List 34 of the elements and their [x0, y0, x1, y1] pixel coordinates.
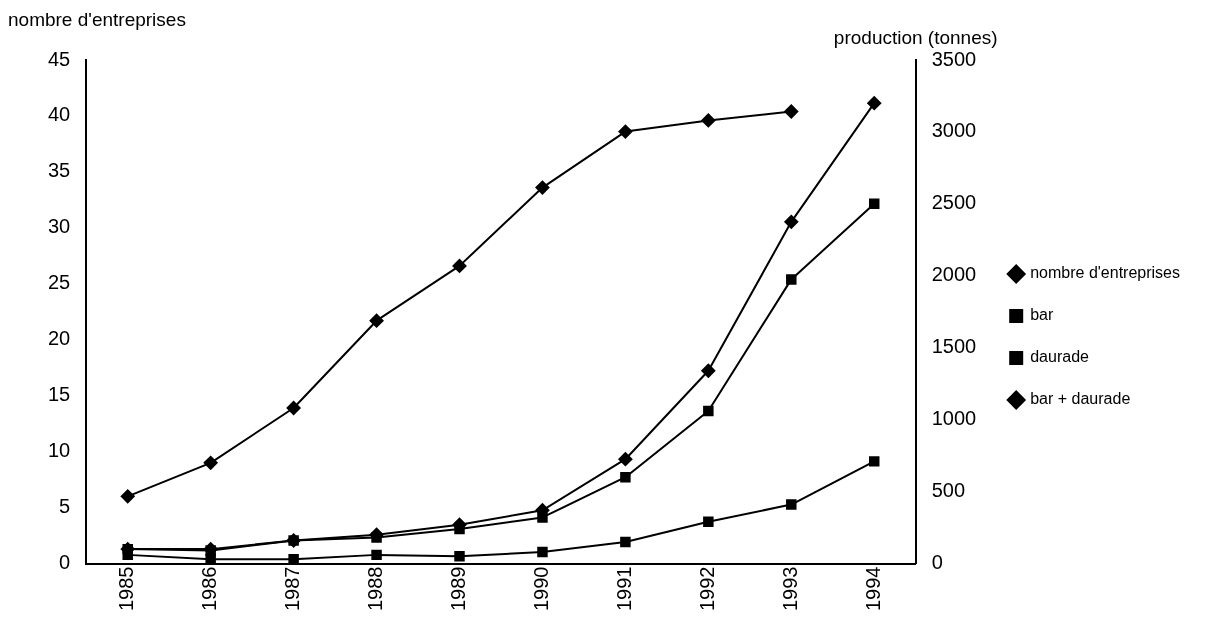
y-tick-label: 25	[48, 271, 71, 294]
legend-label: nombre d'entreprises	[1030, 264, 1180, 282]
y2-tick-label: 1500	[931, 335, 977, 358]
legend-label: daurade	[1030, 348, 1090, 366]
y-tick-label: 15	[48, 383, 71, 406]
y-tick-label: 10	[48, 439, 71, 462]
legend-label: bar + daurade	[1030, 390, 1131, 408]
x-tick-label: 1992	[695, 566, 718, 612]
x-tick-label: 1994	[861, 566, 884, 612]
x-tick-label: 1990	[529, 566, 552, 612]
y2-tick-label: 500	[931, 479, 966, 502]
y2-tick-label: 1000	[931, 407, 977, 430]
y-tick-label: 35	[48, 159, 71, 182]
x-tick-label: 1985	[115, 566, 138, 612]
x-tick-label: 1987	[281, 566, 304, 612]
x-tick-label: 1988	[364, 566, 387, 612]
y-tick-label: 5	[59, 495, 71, 518]
y2-tick-label: 0	[931, 551, 943, 574]
y2-tick-label: 2500	[931, 191, 977, 214]
y-tick-label: 40	[48, 103, 71, 126]
y2-tick-label: 3500	[931, 47, 977, 70]
y2-axis-title: production (tonnes)	[833, 26, 998, 48]
y-tick-label: 30	[48, 215, 71, 238]
x-tick-label: 1993	[778, 566, 801, 612]
x-tick-label: 1991	[612, 566, 635, 612]
y2-tick-label: 2000	[931, 263, 977, 286]
x-tick-label: 1989	[447, 566, 470, 612]
legend-label: bar	[1030, 306, 1054, 324]
y-tick-label: 20	[48, 327, 71, 350]
y2-tick-label: 3000	[931, 119, 977, 142]
y-tick-label: 0	[59, 551, 71, 574]
x-tick-label: 1986	[198, 566, 221, 612]
y-axis-title: nombre d'entreprises	[8, 8, 186, 30]
y-tick-label: 45	[48, 47, 71, 70]
